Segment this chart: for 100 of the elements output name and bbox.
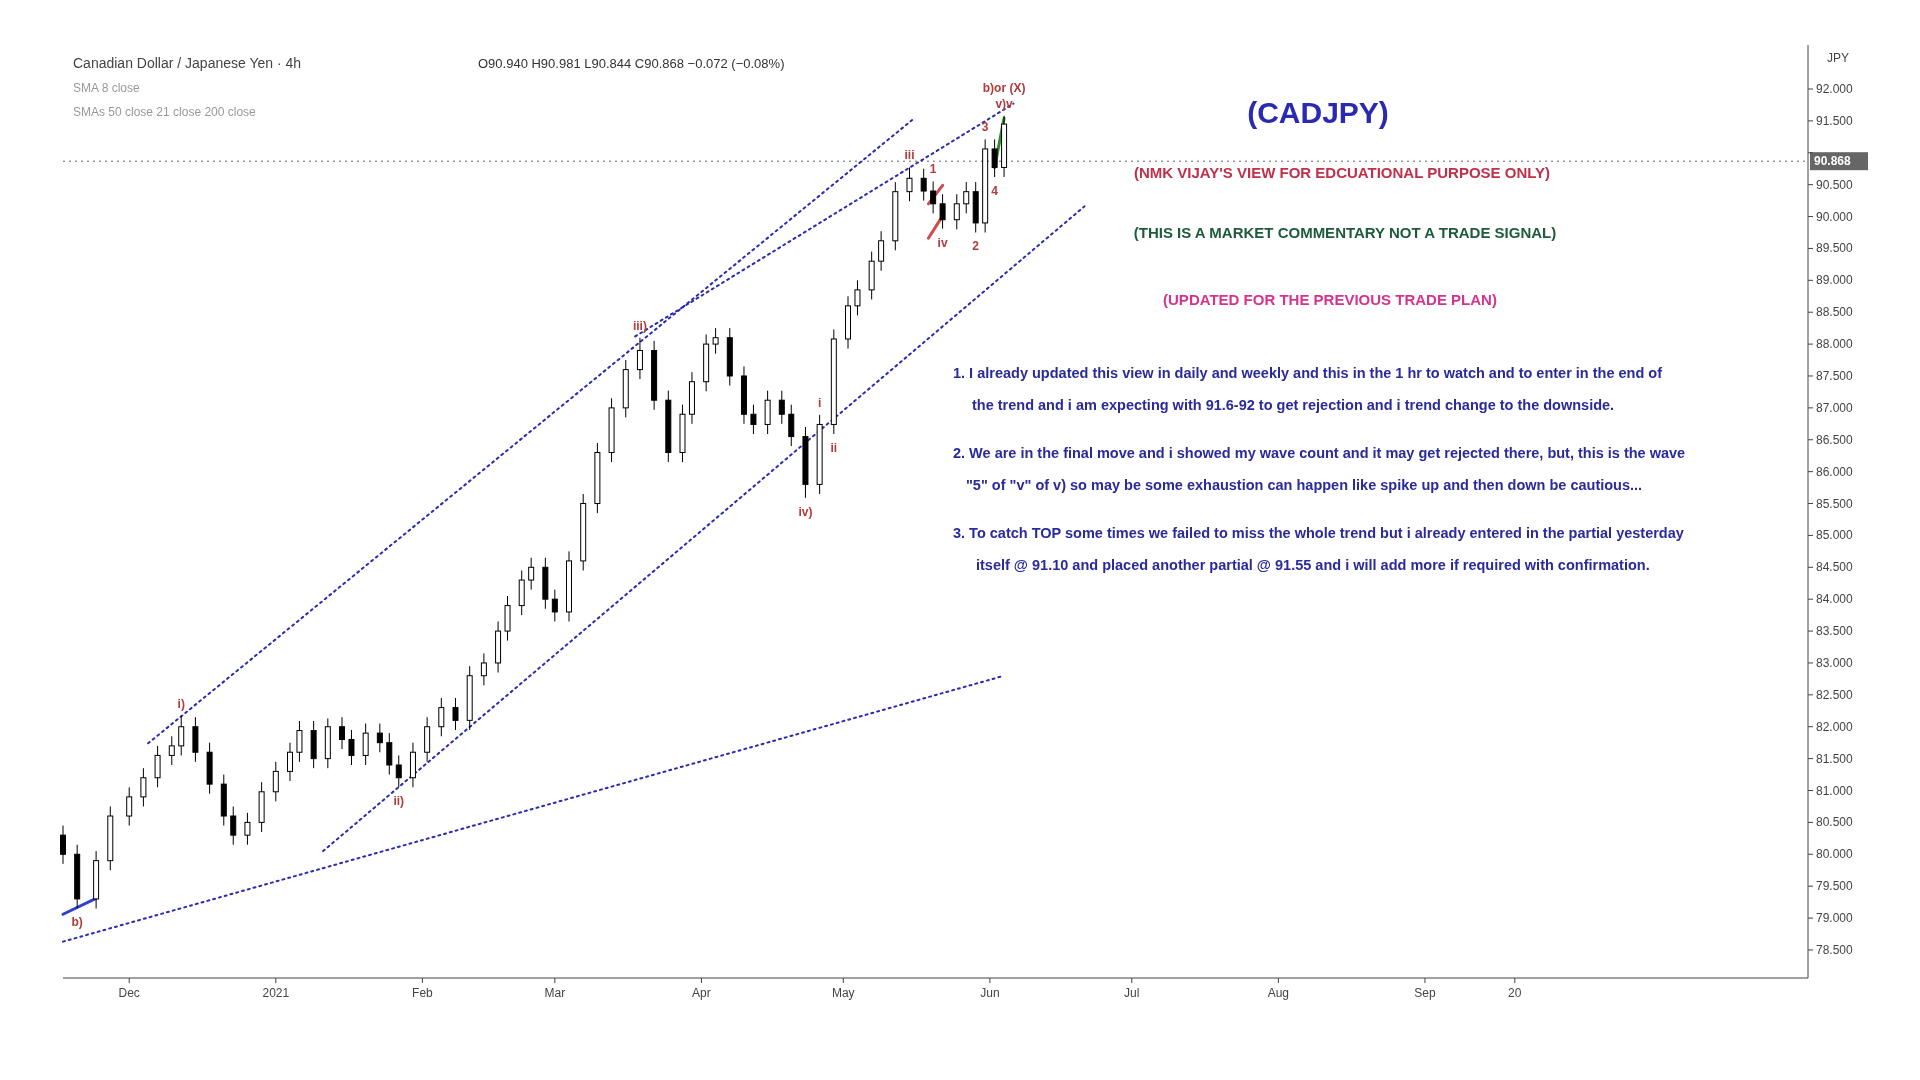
annotation: 1. I already updated this view in daily and weekly and this in the 1 hr to watch and to enter in the end of [953,365,1663,381]
candlestick [339,716,346,750]
x-tick-label: Jul [1124,986,1140,1000]
y-tick-label: 80.000 [1816,847,1854,862]
text: (CADJPY) [1247,96,1389,129]
candlestick [712,327,719,355]
annotation: ii) [393,794,405,809]
annotation: iii) [632,318,647,333]
text: Canadian Dollar / Japanese Yen · 4h [73,55,302,71]
candlestick [920,168,927,202]
candlestick [60,825,66,865]
y-tick-label: 86.000 [1816,464,1854,479]
y-tick-label: 83.500 [1816,624,1854,639]
y-tick-label: 87.500 [1816,368,1854,383]
candlestick [788,404,795,447]
x-tick-label: Mar [544,986,566,1000]
candlestick [551,589,558,623]
annotation: itself @ 91.10 and placed another partial @ 91.55 and i will add more if required with confirmation. [976,557,1650,573]
x-tick-label: Sep [1414,986,1436,1000]
candlestick [178,715,185,756]
annotation: (UPDATED FOR THE PREVIOUS TRADE PLAN) [1163,291,1497,308]
y-tick-label: 84.000 [1816,592,1854,607]
y-tick-label: 81.000 [1816,783,1854,798]
y-tick-label: 88.000 [1816,337,1854,352]
y-tick-label: 87.000 [1816,400,1854,415]
annotation: "5" of "v" of v) so may be some exhaustion can happen like spike up and then down be cautious... [966,477,1643,493]
y-tick-label: 78.500 [1816,942,1854,957]
x-tick-label: Feb [412,986,434,1000]
candlestick [140,767,147,807]
annotation: v)v [995,96,1014,111]
candlestick [154,745,161,788]
candlestick [480,652,487,686]
annotation: (THIS IS A MARKET COMMENTARY NOT A TRADE SIGNAL) [1133,224,1557,241]
x-tick-label: Apr [692,986,711,1000]
annotation: iv) [798,504,813,519]
annotation: iv [937,235,948,250]
candlestick [230,805,237,846]
annotation: the trend and i am expecting with 91.6-92 to get rejection and i trend change to the downside. [972,397,1615,413]
y-tick-label: 85.500 [1816,496,1854,511]
candlestick [528,557,535,591]
candlestick [376,723,383,753]
candlestick [244,812,251,846]
y-axis-title: JPY [1826,51,1850,65]
y-tick-label: 82.500 [1816,687,1854,702]
y-tick-label: 80.500 [1816,815,1854,830]
annotation: 1 [929,162,937,177]
candlestick [878,230,885,272]
annotation: SMAs 50 close 21 close 200 close [73,105,257,119]
y-tick-label: 82.000 [1816,719,1854,734]
candlestick [386,732,393,776]
annotation: b)or (X) [982,80,1026,95]
candlestick [272,761,279,802]
candlestick [296,720,303,763]
annotation: i) [177,696,185,711]
candlestick [778,390,785,425]
x-tick-label: Jun [980,986,1000,1000]
candlestick [452,697,459,731]
candlestick [963,181,970,214]
x-tick-label: May [831,986,855,1000]
candlestick [438,697,445,737]
annotation: SMA 8 close [73,81,141,95]
y-tick-label: 83.000 [1816,655,1854,670]
annotation: i [817,395,822,410]
annotation: 2. We are in the final move and i showed my wave count and it may get rejected there, but, this is the wave [953,445,1686,461]
candlestick [168,735,175,766]
y-tick-label: 85.000 [1816,528,1854,543]
candlestick [636,337,643,380]
candlestick [906,166,913,202]
annotation: iii [904,148,915,163]
annotation: ii [830,441,838,456]
y-tick-label: 79.000 [1816,911,1854,926]
y-tick-label: 79.500 [1816,879,1854,894]
candlestick [395,754,402,788]
y-tick-label: 81.500 [1816,751,1854,766]
y-tick-label: 88.500 [1816,305,1854,320]
x-tick-label: 2021 [262,986,290,1000]
x-tick-label: 20 [1508,986,1522,1000]
annotation: b) [71,915,83,930]
annotation: 4 [991,184,999,199]
x-tick-label: Dec [118,986,140,1000]
y-tick-label: 91.500 [1816,113,1854,128]
candlestick [750,404,757,435]
y-tick-label: 92.000 [1816,82,1854,96]
annotation: 2 [972,239,980,254]
ref-line-label: 90.868 [1814,154,1852,169]
y-tick-label: 90.500 [1816,177,1854,192]
candlestick [930,180,937,214]
y-tick-label: 90.000 [1816,209,1854,224]
candlestick [991,138,998,178]
candlestick [854,279,861,316]
annotation: 3. To catch TOP some times we failed to miss the whole trend but i already entered in the partial yesterday [953,525,1684,541]
y-tick-label: 89.000 [1816,273,1854,288]
x-tick-label: Aug [1267,986,1290,1000]
candlestick [286,742,293,782]
y-tick-label: 86.500 [1816,432,1854,447]
y-tick-label: 89.500 [1816,241,1854,256]
candlestick [939,193,946,230]
candlestick [348,729,355,766]
candlestick [953,193,960,230]
candlestick [362,723,369,766]
